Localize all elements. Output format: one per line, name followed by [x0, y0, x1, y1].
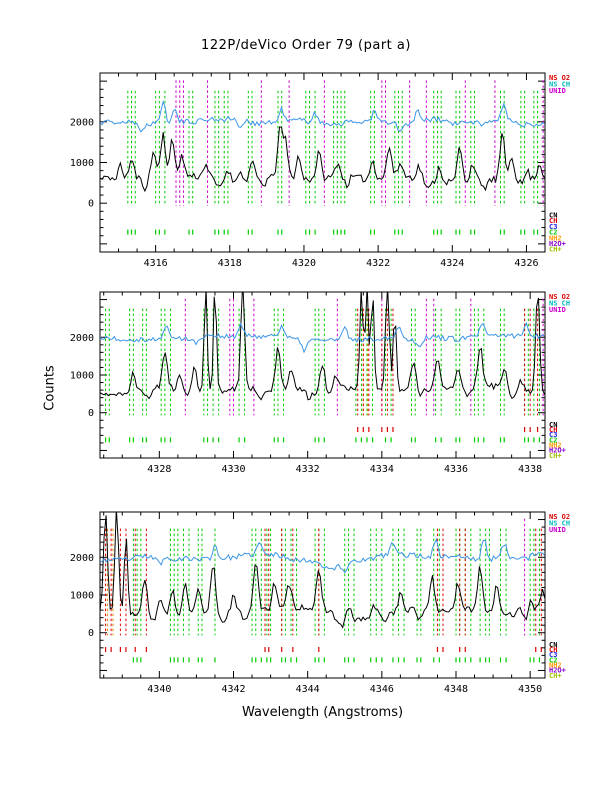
species-row-c2 — [104, 437, 541, 443]
x-tick-label: 4334 — [370, 464, 394, 475]
legend-label: NS CH — [549, 300, 570, 308]
legend-label: CN — [549, 641, 557, 649]
legend-label: CN — [549, 212, 557, 220]
c2-line-markers — [105, 308, 540, 416]
x-tick-label: 4320 — [292, 258, 316, 269]
comet-spectrum — [100, 292, 545, 401]
legend-label: C3 — [549, 223, 557, 231]
legend-label: CH+ — [549, 672, 562, 680]
x-tick-label: 4316 — [144, 258, 168, 269]
y-tick-label: 1000 — [70, 158, 94, 169]
legend-label: C2 — [549, 436, 557, 444]
x-tick-label: 4326 — [514, 258, 538, 269]
x-tick-label: 4324 — [440, 258, 464, 269]
panel-3: 4340 4342 4344 4346 4348 4350 0 1000 2000 NS O2NS… — [70, 511, 570, 695]
x-axis-label: Wavelength (Angstroms) — [241, 705, 404, 720]
x-tick-label: 4338 — [518, 464, 542, 475]
species-row-c2 — [132, 657, 541, 663]
figure-title: 122P/deVico Order 79 (part a) — [201, 38, 411, 53]
legend-label: NS O2 — [549, 293, 570, 301]
y-tick-label: 1000 — [70, 591, 94, 602]
c2-line-markers — [127, 90, 539, 207]
y-tick-label: 2000 — [70, 553, 94, 564]
legend-label: UNID — [549, 306, 566, 314]
x-tick-label: 4340 — [147, 684, 171, 695]
c2-line-markers — [132, 528, 540, 636]
panel-2: 4328 4330 4332 4334 4336 4338 0 1000 2000 NS O2NS… — [70, 291, 570, 475]
legend-label: NS O2 — [549, 513, 570, 521]
x-tick-label: 4344 — [296, 684, 320, 695]
axis-ticks — [100, 73, 545, 252]
comet-spectrum — [100, 126, 545, 193]
axis-ticks — [100, 292, 545, 458]
legend-label: C3 — [549, 651, 557, 659]
legend-label: C2 — [549, 229, 557, 237]
x-tick-label: 4322 — [366, 258, 390, 269]
x-tick-label: 4350 — [518, 684, 542, 695]
legend-label: NH2 — [549, 662, 562, 670]
species-row-c2 — [127, 229, 539, 235]
y-tick-label: 2000 — [70, 333, 94, 344]
legend-label: H2O+ — [549, 240, 566, 248]
x-tick-label: 4336 — [444, 464, 468, 475]
legend-label: NS CH — [549, 520, 570, 528]
legend-label: H2O+ — [549, 447, 566, 455]
unid-line-markers — [184, 298, 544, 416]
legend-label: C3 — [549, 431, 557, 439]
legend-label: CH+ — [549, 246, 562, 254]
legend-label: NH2 — [549, 234, 562, 242]
legend-label: NS CH — [549, 81, 570, 89]
axis-ticks — [100, 512, 545, 678]
species-row-ch — [104, 647, 542, 652]
legend-label: CH — [549, 426, 557, 434]
y-tick-label: 0 — [88, 628, 94, 639]
x-tick-label: 4330 — [221, 464, 245, 475]
continuum-spectrum — [100, 99, 545, 133]
legend-label: NH2 — [549, 442, 562, 450]
continuum-spectrum — [100, 321, 545, 354]
x-tick-label: 4332 — [296, 464, 320, 475]
comet-spectrum — [100, 512, 545, 629]
x-tick-label: 4348 — [444, 684, 468, 695]
x-tick-label: 4342 — [221, 684, 245, 695]
legend-label: UNID — [549, 526, 566, 534]
legend-label: CH — [549, 217, 557, 225]
y-tick-label: 2000 — [70, 117, 94, 128]
legend-label: UNID — [549, 87, 566, 95]
ch-line-markers — [357, 308, 539, 416]
unid-line-markers — [175, 80, 544, 207]
legend-label: H2O+ — [549, 667, 566, 675]
legend-label: C2 — [549, 656, 557, 664]
panel-1: 4316 4318 4320 4322 4324 4326 0 1000 2000 NS O2NS… — [70, 72, 570, 269]
y-tick-label: 0 — [88, 408, 94, 419]
legend-label: NS O2 — [549, 74, 570, 82]
x-tick-label: 4318 — [218, 258, 242, 269]
legend-label: CN — [549, 421, 557, 429]
species-row-ch — [357, 427, 539, 432]
y-tick-label: 0 — [88, 199, 94, 210]
continuum-spectrum — [100, 537, 545, 574]
legend-label: CH — [549, 646, 557, 654]
x-tick-label: 4328 — [147, 464, 171, 475]
y-tick-label: 1000 — [70, 371, 94, 382]
x-tick-label: 4346 — [370, 684, 394, 695]
legend-label: CH+ — [549, 452, 562, 460]
